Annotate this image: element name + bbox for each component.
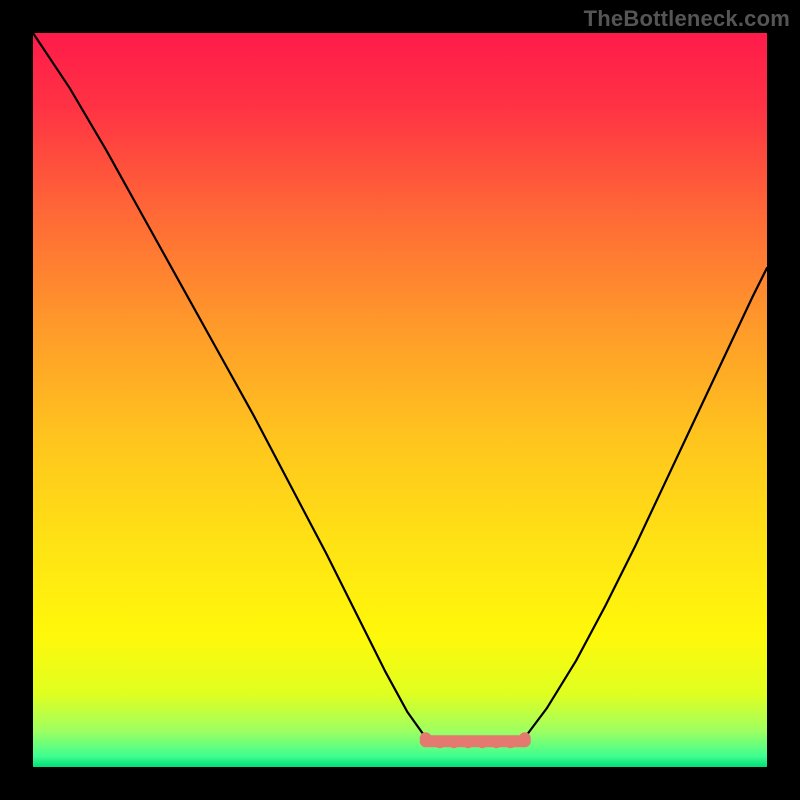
- chart-frame: TheBottleneck.com: [0, 0, 800, 800]
- bottleneck-plot: [0, 0, 800, 800]
- plot-background: [33, 33, 767, 767]
